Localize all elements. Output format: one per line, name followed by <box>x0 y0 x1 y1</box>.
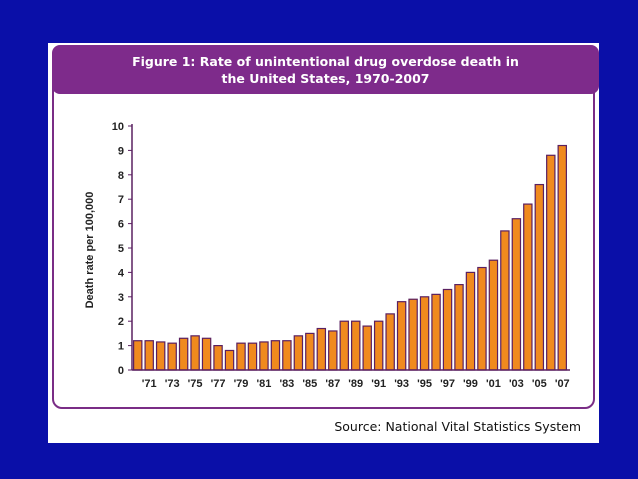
y-tick-label: 3 <box>118 292 124 304</box>
y-axis-label: Death rate per 100,000 <box>84 192 96 309</box>
bar-2000 <box>477 266 487 371</box>
bar-2006 <box>546 154 556 371</box>
x-tick-label: '91 <box>371 378 386 390</box>
bar-1975 <box>190 335 200 371</box>
bar-1990 <box>362 325 372 371</box>
bar-2002 <box>500 230 510 371</box>
bar-1993 <box>396 301 407 371</box>
bar-1997 <box>442 288 453 371</box>
x-tick-label: '07 <box>555 378 570 390</box>
y-tick-label: 1 <box>118 341 124 353</box>
x-tick-label: '71 <box>142 378 157 390</box>
slide: Figure 1: Rate of unintentional drug ove… <box>48 43 599 443</box>
x-tick-label: '93 <box>394 378 409 390</box>
bar-2007 <box>557 144 567 371</box>
x-tick-label: '77 <box>211 378 226 390</box>
bar-1980 <box>247 342 258 371</box>
y-tick-label: 7 <box>118 194 124 206</box>
bar-1995 <box>419 296 430 371</box>
x-tick-label: '89 <box>348 378 363 390</box>
x-tick-label: '01 <box>486 378 501 390</box>
y-tick-label: 2 <box>118 316 124 328</box>
bar-1994 <box>408 298 418 371</box>
y-tick-label: 4 <box>118 267 125 279</box>
bar-1979 <box>236 342 246 371</box>
chart-title-line1: Figure 1: Rate of unintentional drug ove… <box>132 54 519 69</box>
bar-1971 <box>144 340 154 371</box>
x-tick-label: '99 <box>463 378 478 390</box>
bar-2005 <box>534 183 545 371</box>
bar-1976 <box>201 337 212 371</box>
y-tick-label: 0 <box>118 365 124 377</box>
x-tick-label: '03 <box>509 378 524 390</box>
y-tick-label: 8 <box>118 170 124 182</box>
bar-1986 <box>316 327 327 371</box>
bar-1992 <box>385 313 395 371</box>
chart-title-banner: Figure 1: Rate of unintentional drug ove… <box>52 45 599 94</box>
x-tick-label: '81 <box>257 378 272 390</box>
y-tick-label: 5 <box>118 243 124 255</box>
x-tick-label: '95 <box>417 378 432 390</box>
bar-2001 <box>488 259 499 371</box>
bar-1981 <box>259 341 269 371</box>
bar-1991 <box>373 320 384 371</box>
bar-1978 <box>224 349 235 371</box>
x-tick-label: '05 <box>532 378 547 390</box>
bar-2003 <box>511 218 522 371</box>
bar-1989 <box>351 320 361 371</box>
bar-1988 <box>339 320 349 371</box>
x-tick-label: '97 <box>440 378 455 390</box>
x-tick-label: '85 <box>302 378 317 390</box>
bar-1998 <box>454 284 464 371</box>
bar-1999 <box>465 271 476 371</box>
x-tick-label: '75 <box>188 378 203 390</box>
bar-1970 <box>133 340 143 371</box>
chart-title-line2: the United States, 1970-2007 <box>221 71 430 86</box>
x-tick-label: '79 <box>234 378 249 390</box>
bar-1985 <box>305 332 315 371</box>
bar-1977 <box>213 345 223 371</box>
bar-1972 <box>155 341 166 371</box>
y-tick-label: 10 <box>112 121 124 133</box>
bar-chart: Death rate per 100,000 0 1 2 3 4 5 6 7 8 9 10 '71 '… <box>84 121 570 390</box>
bar-1983 <box>282 340 292 371</box>
source-note: Source: National Vital Statistics System <box>334 419 581 434</box>
x-tick-label: '87 <box>325 378 340 390</box>
y-tick-label: 9 <box>118 145 124 157</box>
bar-1984 <box>293 335 304 371</box>
bar-1987 <box>328 330 338 371</box>
bar-1982 <box>270 340 281 371</box>
bar-1996 <box>431 293 441 371</box>
x-tick-label: '83 <box>279 378 294 390</box>
y-tick-label: 6 <box>118 219 124 231</box>
bar-1974 <box>178 337 189 371</box>
x-tick-label: '73 <box>165 378 180 390</box>
bar-1973 <box>167 342 177 371</box>
bar-2004 <box>523 203 533 371</box>
